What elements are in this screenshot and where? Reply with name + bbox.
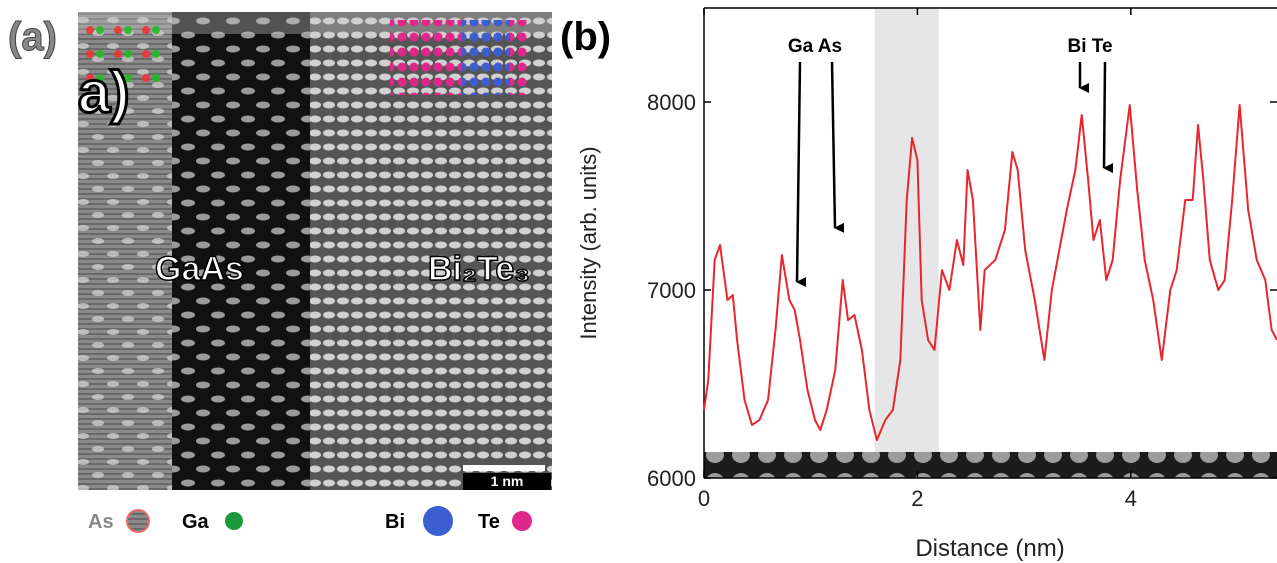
x-tick-label: 2 xyxy=(911,486,923,511)
region-label: GaAs xyxy=(155,250,244,288)
y-tick-label: 6000 xyxy=(647,466,696,491)
scale-bar-label: 1 nm xyxy=(491,473,524,489)
atom-legend: As Ga Bi Te xyxy=(88,506,532,536)
legend-label: Bi xyxy=(385,511,405,533)
x-axis-title: Distance (nm) xyxy=(915,535,1064,562)
legend-label: Te xyxy=(478,511,500,533)
x-tick-label: 4 xyxy=(1125,486,1137,511)
y-tick-label: 8000 xyxy=(647,90,696,115)
region-label: Bi₂Te₃ xyxy=(428,250,530,288)
panel-label: (a) xyxy=(8,15,57,59)
overlay-label: a) xyxy=(78,60,130,125)
annotation-arrows xyxy=(795,61,1114,288)
plot: 6000 7000 8000 0 2 4 xyxy=(647,7,1277,511)
annotation: Bi Te xyxy=(1067,36,1112,57)
shaded-region xyxy=(874,8,939,478)
micrograph xyxy=(78,12,552,490)
data-line xyxy=(703,104,1277,442)
y-axis-title: Intensity (arb. units) xyxy=(576,146,601,339)
legend-label: As xyxy=(88,511,114,533)
annotation: Ga As xyxy=(788,36,842,57)
x-tick-label: 0 xyxy=(698,486,710,511)
legend-label: Ga xyxy=(182,511,210,533)
panel-label: (b) xyxy=(560,15,611,59)
y-tick-label: 7000 xyxy=(647,278,696,303)
image-strip xyxy=(704,452,1277,478)
